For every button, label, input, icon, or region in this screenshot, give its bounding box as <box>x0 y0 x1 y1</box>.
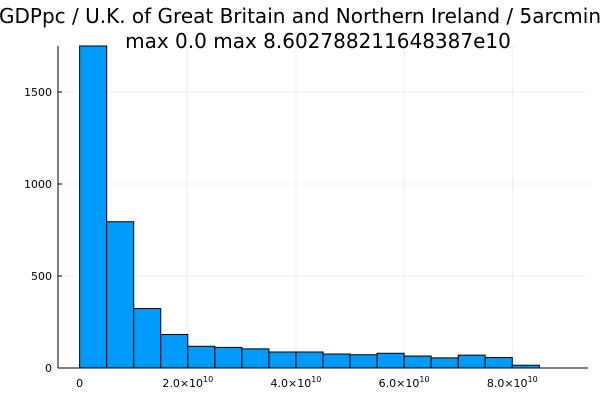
histogram-bar <box>295 351 324 369</box>
x-tick-label: 0 <box>76 377 83 390</box>
y-tick-label: 1500 <box>24 86 52 99</box>
histogram-bar <box>322 353 351 369</box>
histogram-bar <box>214 346 243 369</box>
x-tick-label: 8.0×1010 <box>487 375 538 390</box>
y-tick-label: 0 <box>45 362 52 375</box>
histogram-bar <box>241 348 270 369</box>
y-tick-label: 1000 <box>24 178 52 191</box>
histogram-bar <box>457 354 486 369</box>
histogram-bar <box>268 351 297 369</box>
histogram-bar <box>430 357 459 369</box>
histogram-bar <box>187 345 216 369</box>
histogram-bar <box>79 45 108 369</box>
histogram-bar <box>376 352 405 369</box>
histogram-bar <box>106 221 135 369</box>
histogram-bars <box>79 45 540 369</box>
histogram-bar <box>349 354 378 369</box>
y-tick-label: 500 <box>31 270 52 283</box>
x-tick-label: 4.0×1010 <box>271 375 322 390</box>
histogram-bar <box>403 355 432 369</box>
tick-labels: 0 500 1000 1500 0 2.0×1010 4.0×1010 6.0×1010 8.0… <box>24 86 538 390</box>
chart-title-line-2: max 0.0 max 8.602788211648387e10 <box>125 29 511 53</box>
chart-title-line-1: GDPpc / U.K. of Great Britain and Northe… <box>0 4 600 28</box>
x-tick-label: 2.0×1010 <box>162 375 213 390</box>
histogram-bar <box>484 357 513 369</box>
histogram-bar <box>133 308 162 369</box>
axes <box>57 46 588 369</box>
histogram-bar <box>160 334 189 369</box>
x-tick-label: 6.0×1010 <box>379 375 430 390</box>
